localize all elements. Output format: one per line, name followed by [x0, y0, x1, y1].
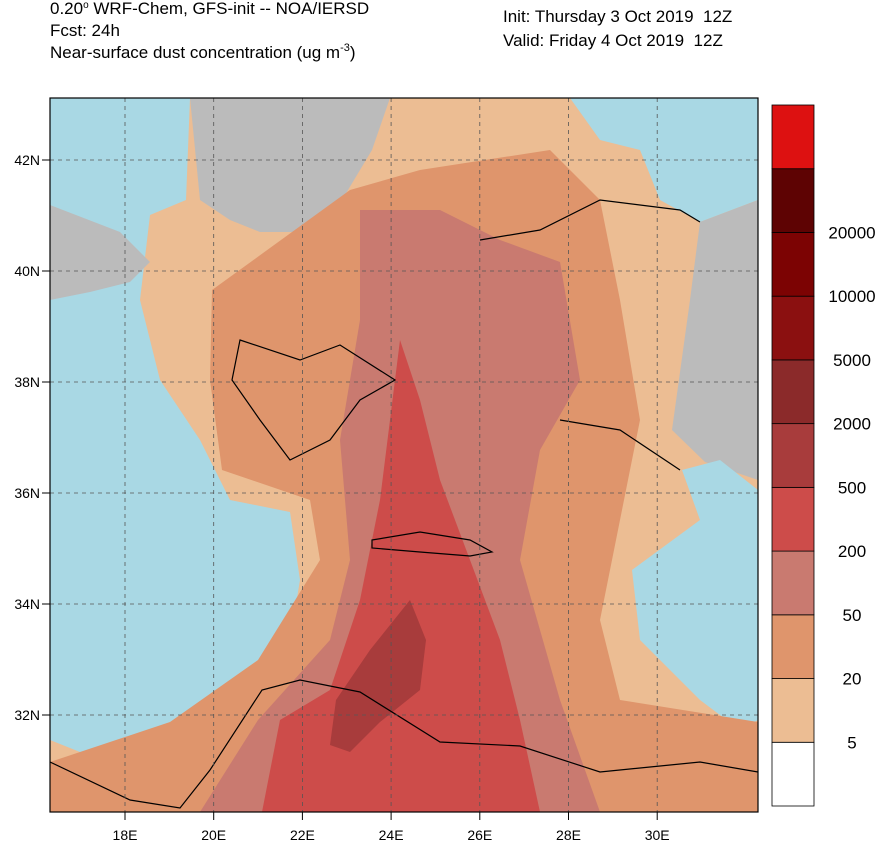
- map-ticks: 42N 40N 38N 36N 34N 32N 18E 20E 22E 24E 26E 28E 30E: [14, 152, 669, 843]
- lon-label: 26E: [467, 827, 492, 843]
- coastline-africa: [50, 679, 758, 809]
- colorbar-label: 20000: [828, 223, 875, 242]
- lon-label: 24E: [379, 827, 404, 843]
- colorbar-box: [771, 295, 815, 361]
- lat-label: 34N: [14, 596, 40, 612]
- colorbar-label: 200: [838, 542, 866, 561]
- variable-close: ): [350, 43, 356, 62]
- dust-very-high: [262, 340, 540, 812]
- colorbar-box: [771, 359, 815, 425]
- lat-label: 42N: [14, 152, 40, 168]
- lat-label: 32N: [14, 707, 40, 723]
- model-rest: WRF-Chem, GFS-init -- NOA/IERSD: [89, 0, 370, 18]
- colorbar-label: 5: [847, 733, 856, 752]
- colorbar-label: 10000: [828, 287, 875, 306]
- map-area: [50, 98, 758, 812]
- lon-label: 22E: [290, 827, 315, 843]
- colorbar-box: [771, 678, 815, 743]
- colorbar-box: [771, 741, 815, 807]
- valid-time: Valid: Friday 4 Oct 2019 12Z: [503, 31, 723, 50]
- unit-exponent: -3: [340, 42, 350, 54]
- degree-mark: o: [83, 0, 89, 11]
- coastline-crete: [371, 531, 494, 557]
- colorbar-label: 2000: [833, 415, 871, 434]
- title-model: 0.20o WRF-Chem, GFS-init -- NOA/IERSD: [50, 0, 369, 18]
- coastline-greece: [231, 339, 397, 461]
- lat-label: 36N: [14, 485, 40, 501]
- dust-extreme: [330, 600, 426, 752]
- graticule: [50, 98, 758, 812]
- colorbar-label: 50: [843, 606, 862, 625]
- lon-label: 30E: [645, 827, 670, 843]
- colorbar-label: 500: [838, 478, 866, 497]
- colorbar-box: [771, 423, 815, 488]
- colorbar-label: 20: [843, 670, 862, 689]
- lat-label: 40N: [14, 263, 40, 279]
- map-frame: [49, 97, 759, 813]
- colorbar-box: [771, 550, 815, 616]
- colorbar-box: [771, 168, 815, 233]
- colorbar-label: 5000: [833, 351, 871, 370]
- model-prefix: 0.20: [50, 0, 83, 18]
- land-turkey: [672, 200, 758, 480]
- colorbar-box: [771, 614, 815, 679]
- variable-text: Near-surface dust concentration (ug m: [50, 43, 340, 62]
- colorbar-box: [771, 104, 815, 170]
- init-time: Init: Thursday 3 Oct 2019 12Z: [503, 7, 732, 26]
- title-variable: Near-surface dust concentration (ug m-3): [50, 42, 356, 62]
- lon-label: 18E: [113, 827, 138, 843]
- lon-label: 20E: [201, 827, 226, 843]
- lon-label: 28E: [556, 827, 581, 843]
- colorbar-box: [771, 486, 815, 552]
- colorbar: 5 20 50 200 500 2000 5000 10000 20000: [771, 104, 876, 807]
- colorbar-box: [771, 232, 815, 297]
- sea-levant: [632, 460, 758, 730]
- lat-label: 38N: [14, 374, 40, 390]
- coastline-turkey: [479, 199, 701, 471]
- title-forecast: Fcst: 24h: [50, 21, 120, 40]
- sea-black: [570, 98, 758, 222]
